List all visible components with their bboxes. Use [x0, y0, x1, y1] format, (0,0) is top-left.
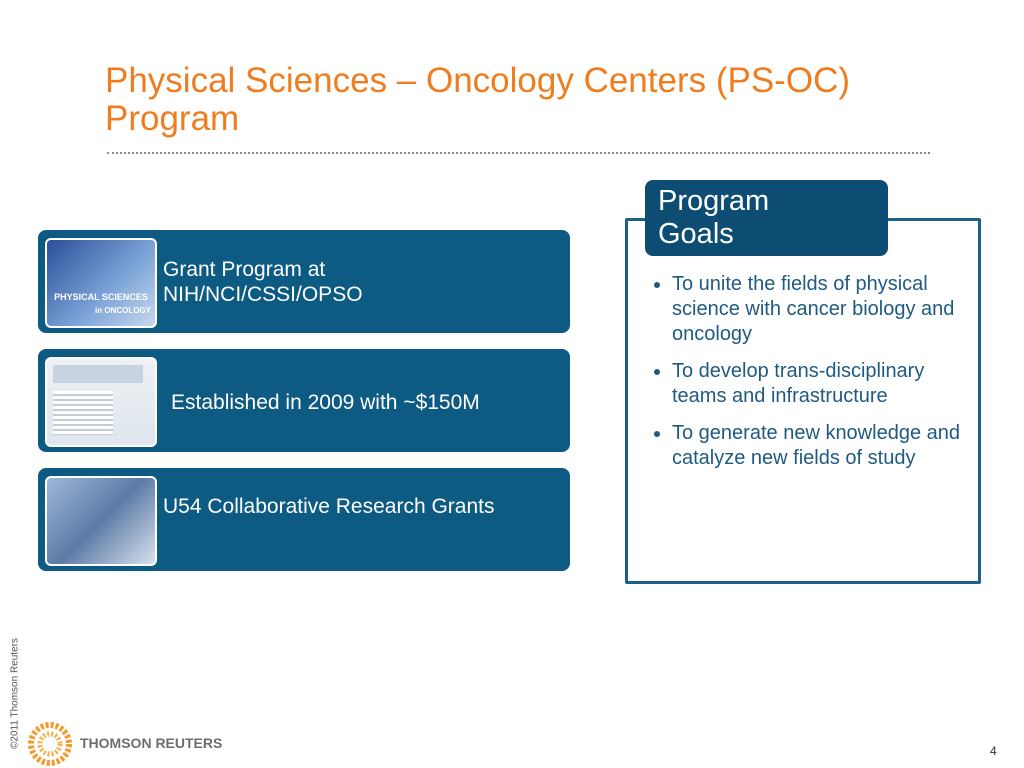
goal-item: To develop trans-disciplinary teams and … [672, 359, 972, 409]
logo [28, 722, 72, 766]
goal-item: To generate new knowledge and catalyze n… [672, 421, 972, 471]
thumbnail [45, 476, 157, 566]
page-number: 4 [990, 744, 997, 758]
thumbnail-text: PHYSICAL SCIENCES [54, 292, 148, 302]
thumbnail [45, 357, 157, 447]
logo-ring [37, 731, 63, 757]
card-text: Established in 2009 with ~$150M [171, 391, 480, 414]
card-text: Grant Program at NIH/NCI/CSSI/OPSO [163, 258, 363, 306]
slide-title: Physical Sciences – Oncology Centers (PS… [105, 61, 850, 138]
card: Established in 2009 with ~$150M [38, 349, 570, 452]
thumbnail: PHYSICAL SCIENCES in ONCOLOGY [45, 238, 157, 328]
card: PHYSICAL SCIENCES in ONCOLOGY Grant Prog… [38, 230, 570, 333]
logo-ring [28, 722, 72, 766]
thumb-shape [53, 365, 143, 383]
goals-box [625, 218, 981, 584]
goals-title: Program Goals [658, 185, 770, 250]
card: U54 Collaborative Research Grants [38, 468, 570, 571]
goals-list: To unite the fields of physical science … [650, 272, 972, 483]
title-rule [107, 152, 930, 154]
thumbnail-text: in ONCOLOGY [95, 306, 151, 315]
thumb-shape [53, 391, 113, 435]
goal-item: To unite the fields of physical science … [672, 272, 972, 347]
brand: THOMSON REUTERS [80, 735, 223, 751]
copyright: ©2011 Thomson Reuters [9, 638, 21, 749]
card-text: U54 Collaborative Research Grants [163, 495, 495, 518]
goals-tab: Program Goals [645, 180, 888, 256]
